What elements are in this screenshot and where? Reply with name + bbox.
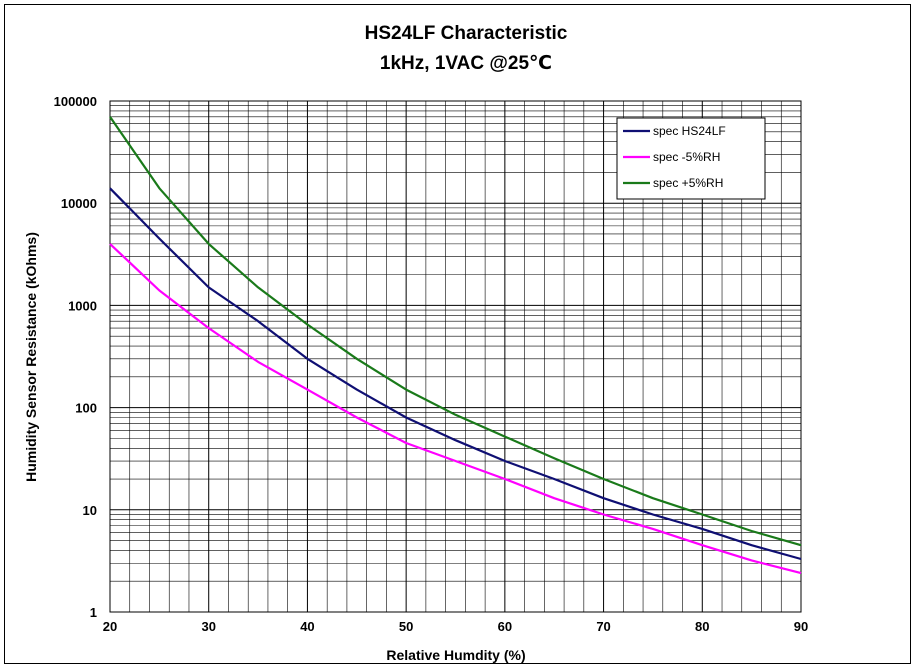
x-tick-label: 50 <box>399 619 413 634</box>
y-tick-label: 10000 <box>61 196 97 211</box>
y-tick-label: 100 <box>75 401 97 416</box>
x-tick-label: 90 <box>794 619 808 634</box>
x-tick-label: 80 <box>695 619 709 634</box>
chart-frame <box>4 4 911 664</box>
x-tick-label: 20 <box>103 619 117 634</box>
legend: spec HS24LF spec -5%RH spec +5%RH <box>616 117 766 200</box>
series-line-3 <box>109 116 802 547</box>
y-tick-label: 1000 <box>68 298 97 313</box>
chart-title: HS24LF Characteristic <box>365 23 568 44</box>
series-line-2 <box>109 243 802 575</box>
y-tick-label: 100000 <box>54 94 97 109</box>
legend-label-1: spec HS24LF <box>653 124 726 138</box>
x-tick-label: 30 <box>201 619 215 634</box>
series-layer <box>109 116 802 575</box>
x-tick-label: 60 <box>498 619 512 634</box>
y-tick-label: 10 <box>83 503 97 518</box>
legend-label-2: spec -5%RH <box>653 150 720 164</box>
x-axis-label: Relative Humdity (%) <box>386 647 525 663</box>
y-axis-label: Humidity Sensor Resistance (kOhms) <box>23 232 39 482</box>
x-tick-label: 70 <box>596 619 610 634</box>
x-tick-label: 40 <box>300 619 314 634</box>
y-tick-label: 1 <box>90 605 97 620</box>
plot-area <box>109 100 802 613</box>
legend-label-3: spec +5%RH <box>653 176 723 190</box>
tick-labels: 20 30 40 50 60 70 80 90 1 10 100 1000 10000 100000 <box>54 94 809 634</box>
chart-subtitle: 1kHz, 1VAC @25℃ <box>380 53 552 74</box>
series-line-1 <box>109 187 802 561</box>
